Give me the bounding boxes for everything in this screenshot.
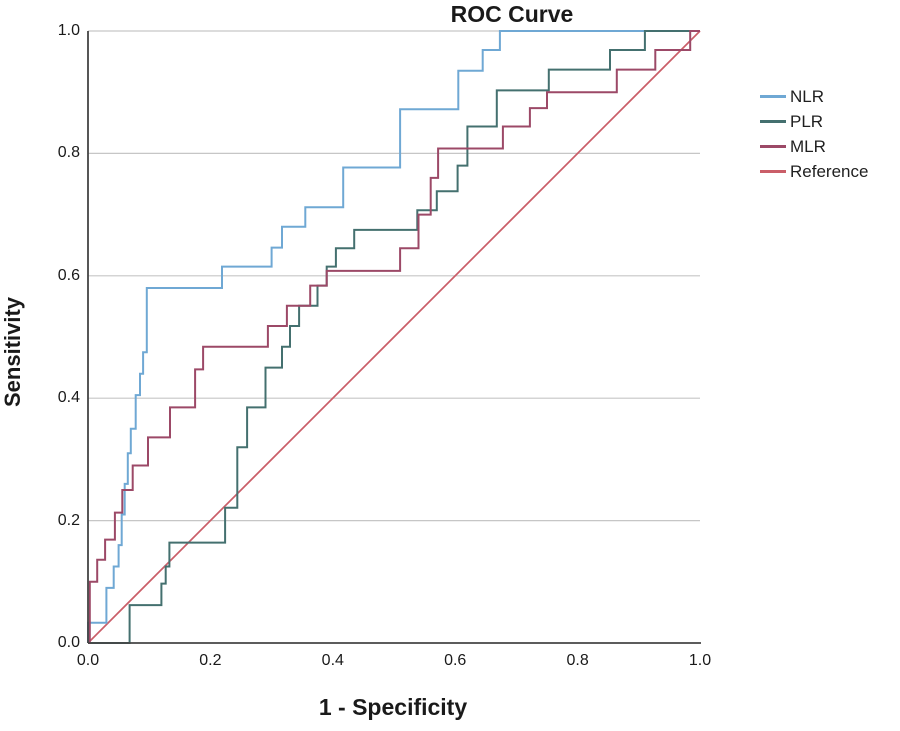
curve-nlr bbox=[87, 30, 700, 643]
x-tick-label-0.8: 0.8 bbox=[566, 652, 589, 669]
legend-swatch-plr bbox=[760, 120, 786, 123]
y-tick-label-1.0: 1.0 bbox=[57, 22, 80, 39]
legend: NLR PLR MLR Reference bbox=[760, 84, 868, 184]
curve-mlr bbox=[88, 30, 700, 644]
y-tick-label-0.6: 0.6 bbox=[57, 266, 80, 284]
x-tick-label-0.2: 0.2 bbox=[199, 652, 222, 669]
legend-item-mlr: MLR bbox=[760, 134, 868, 159]
legend-swatch-mlr bbox=[760, 145, 786, 148]
y-tick-label-0.4: 0.4 bbox=[57, 389, 80, 407]
y-tick-label-0.8: 0.8 bbox=[57, 144, 80, 162]
legend-swatch-reference bbox=[760, 170, 786, 173]
legend-item-reference: Reference bbox=[760, 159, 868, 184]
y-tick-label-0.0: 0.0 bbox=[57, 634, 80, 651]
legend-swatch-nlr bbox=[760, 95, 786, 98]
y-tick-label-0.2: 0.2 bbox=[57, 511, 80, 529]
x-tick-label-0.0: 0.0 bbox=[76, 652, 100, 669]
legend-item-nlr: NLR bbox=[760, 84, 868, 109]
reference-line bbox=[87, 30, 701, 644]
x-tick-label-0.6: 0.6 bbox=[444, 652, 467, 669]
legend-label-plr: PLR bbox=[790, 111, 824, 131]
chart-title: ROC Curve bbox=[450, 1, 574, 27]
legend-label-mlr: MLR bbox=[790, 136, 826, 156]
x-axis-label: 1 - Specificity bbox=[318, 694, 468, 720]
curve-plr bbox=[88, 30, 700, 644]
legend-item-plr: PLR bbox=[760, 109, 868, 134]
x-tick-label-0.4: 0.4 bbox=[321, 652, 344, 669]
legend-label-reference: Reference bbox=[790, 161, 869, 181]
x-tick-label-1.0: 1.0 bbox=[688, 652, 712, 669]
legend-label-nlr: NLR bbox=[790, 86, 825, 106]
